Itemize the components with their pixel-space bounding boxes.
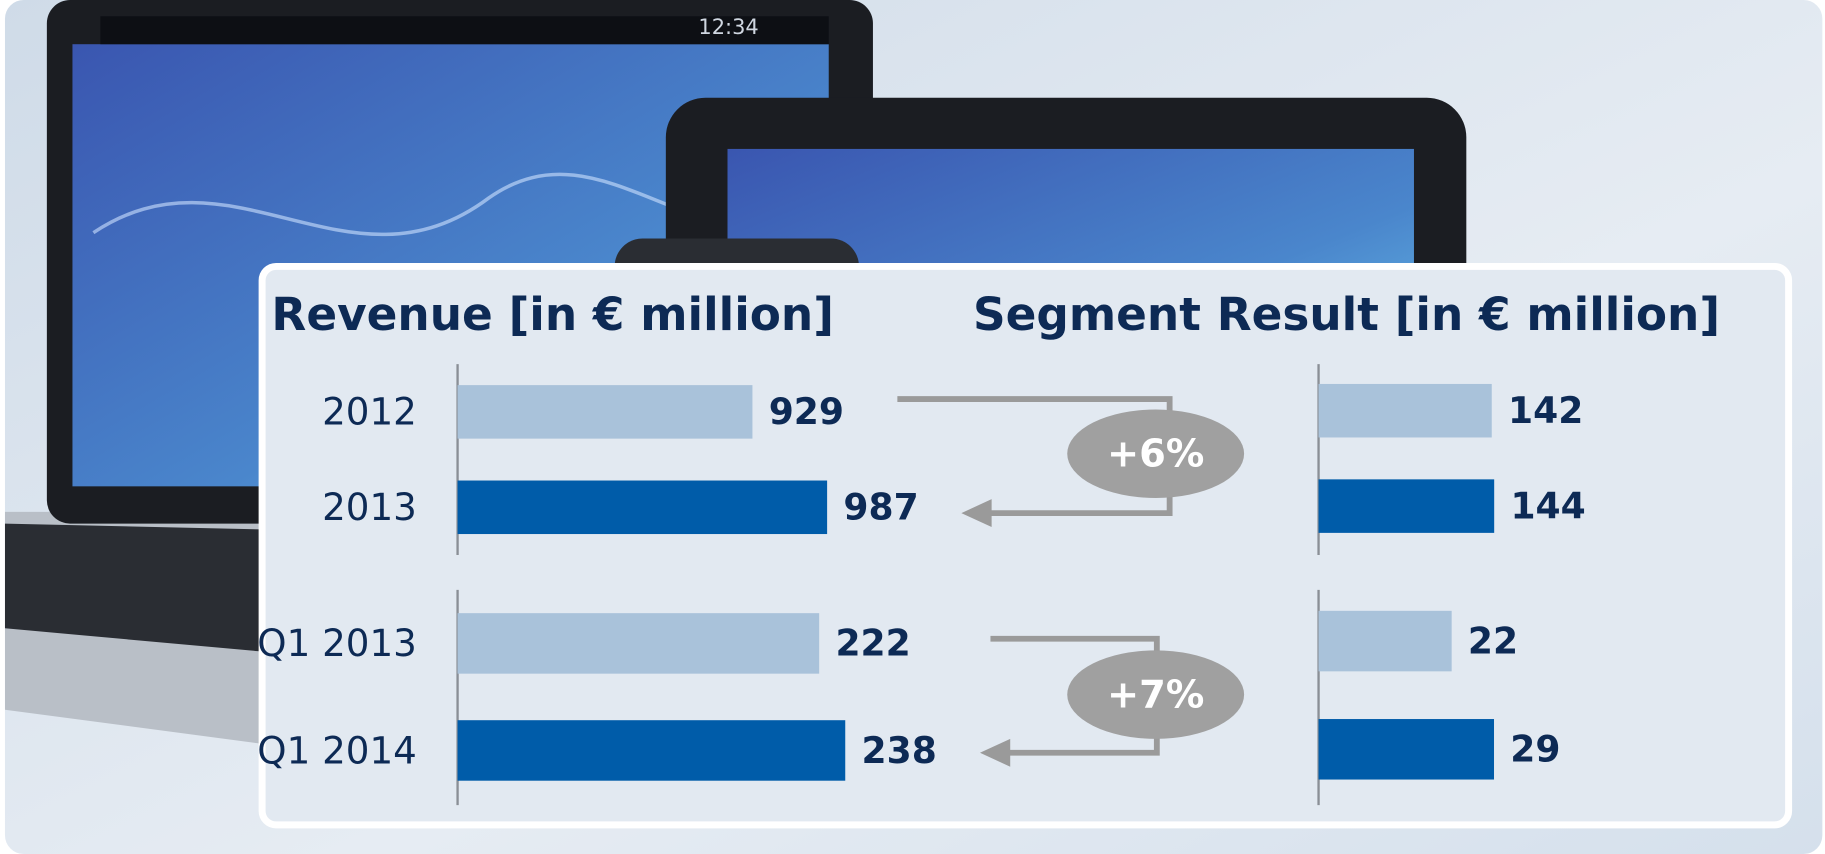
change-label: +6% (1107, 432, 1204, 477)
change-bubble (1067, 650, 1245, 739)
category-label: 2012 (322, 390, 417, 434)
bar (457, 613, 820, 674)
value-label: 222 (835, 623, 910, 665)
change-label: +7% (1107, 672, 1204, 717)
bar (1318, 610, 1452, 672)
arrow-head (979, 738, 1011, 767)
category-label: 2013 (322, 485, 417, 529)
bar (457, 720, 846, 781)
bar (457, 480, 828, 535)
value-label: 238 (862, 730, 937, 772)
status-bar (100, 16, 829, 45)
chart-title: Segment Result [in € million] (973, 288, 1720, 341)
chart-title: Revenue [in € million] (271, 288, 834, 341)
arrow-head (961, 499, 992, 528)
content: Revenue [in € million] 929 2012 987 2013 +6% 2… (257, 288, 1720, 806)
laptop-keyboard (4, 523, 263, 652)
value-label: 929 (769, 391, 844, 433)
category-label: Q1 2013 (257, 621, 417, 665)
bar (457, 385, 753, 439)
bar (1318, 383, 1492, 438)
device-clock: 12:34 (698, 15, 758, 39)
bar (1318, 479, 1495, 533)
value-label: 142 (1508, 390, 1583, 432)
value-label: 987 (843, 487, 918, 529)
category-label: Q1 2014 (257, 728, 417, 772)
value-label: 29 (1510, 729, 1560, 771)
value-label: 144 (1510, 485, 1585, 527)
change-bubble (1067, 409, 1245, 498)
value-label: 22 (1468, 620, 1518, 662)
bar (1318, 719, 1495, 780)
